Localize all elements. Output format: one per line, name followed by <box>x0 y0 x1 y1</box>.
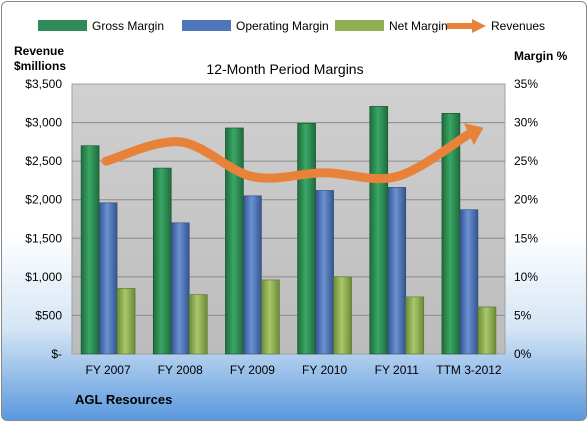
bar-net-margin <box>405 296 425 355</box>
left-tick-label: $3,000 <box>25 116 62 130</box>
bar-net-margin <box>261 279 280 355</box>
category-label: TTM 3-2012 <box>436 363 502 377</box>
legend-swatch-operating-margin <box>182 20 231 31</box>
right-tick-label: 15% <box>514 231 538 245</box>
left-axis-ticks: $- $500 $1,000 $1,500 $2,000 $2,500 $3,000 $3,5… <box>25 77 62 361</box>
right-tick-label: 5% <box>514 308 532 322</box>
right-tick-label: 25% <box>514 154 538 168</box>
gridlines <box>72 122 505 316</box>
bar-net-margin <box>477 306 497 355</box>
category-label: FY 2011 <box>375 363 420 377</box>
category-axis-labels: FY 2007 FY 2008 FY 2009 FY 2010 FY 2011 TTM 3… <box>86 363 502 377</box>
bar-series-group <box>80 106 497 355</box>
legend-arrowhead-revenues <box>472 19 486 33</box>
category-label: FY 2007 <box>86 363 131 377</box>
right-axis-label: Margin % <box>514 49 568 63</box>
bar-operating-margin <box>459 209 479 355</box>
revenue-line-group <box>101 123 484 184</box>
category-label: FY 2008 <box>158 363 203 377</box>
plot-area <box>71 83 506 355</box>
left-tick-label: $1,500 <box>25 231 62 245</box>
bar-gross-margin <box>80 145 100 355</box>
bar-operating-margin <box>243 195 262 355</box>
left-tick-label: $1,000 <box>25 270 62 284</box>
left-tick-label: $3,500 <box>25 77 62 91</box>
legend-swatch-gross-margin <box>38 20 87 31</box>
right-tick-label: 30% <box>514 116 538 130</box>
legend-swatch-net-margin <box>335 20 384 31</box>
category-label: FY 2009 <box>230 363 275 377</box>
right-tick-label: 20% <box>514 193 538 207</box>
bar-net-margin <box>116 288 136 355</box>
company-name: AGL Resources <box>75 392 172 407</box>
right-tick-label: 10% <box>514 270 538 284</box>
right-axis-ticks: 0% 5% 10% 15% 20% 25% 30% 35% <box>514 77 538 361</box>
legend-label-revenues: Revenues <box>491 19 545 33</box>
bar-operating-margin <box>98 202 118 355</box>
left-axis-label-line1: Revenue <box>14 44 64 58</box>
left-tick-label: $- <box>51 347 62 361</box>
bar-operating-margin <box>387 187 407 355</box>
right-tick-label: 35% <box>514 77 538 91</box>
bar-gross-margin <box>297 123 316 355</box>
legend-label-gross-margin: Gross Margin <box>92 19 164 33</box>
category-label: FY 2010 <box>302 363 347 377</box>
left-tick-label: $2,500 <box>25 154 62 168</box>
legend-label-net-margin: Net Margin <box>389 19 448 33</box>
left-tick-label: $2,000 <box>25 193 62 207</box>
legend: Gross Margin Operating Margin Net Margin… <box>38 19 545 33</box>
bar-operating-margin <box>170 222 190 355</box>
bar-net-margin <box>188 294 208 355</box>
left-axis-label-line2: $millions <box>14 59 66 73</box>
revenue-arrowhead <box>463 123 484 146</box>
right-tick-label: 0% <box>514 347 532 361</box>
bar-gross-margin <box>152 167 172 355</box>
bar-operating-margin <box>315 190 334 355</box>
left-tick-label: $500 <box>35 308 62 322</box>
revenue-line <box>101 129 474 184</box>
chart-title: 12-Month Period Margins <box>206 61 363 77</box>
bar-net-margin <box>333 276 352 355</box>
legend-label-operating-margin: Operating Margin <box>236 19 329 33</box>
bar-gross-margin <box>369 106 389 355</box>
